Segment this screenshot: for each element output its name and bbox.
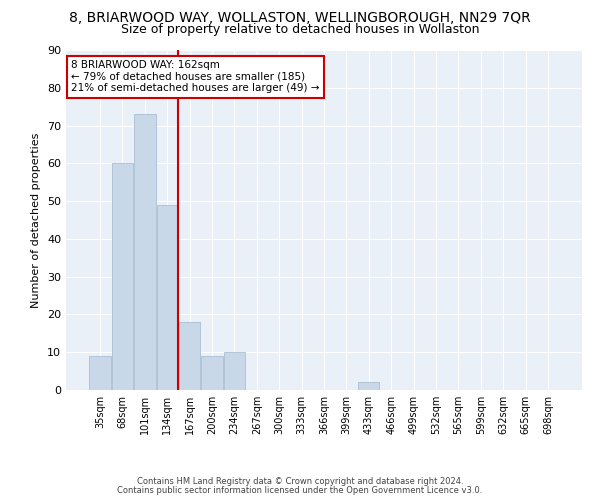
Text: Contains HM Land Registry data © Crown copyright and database right 2024.: Contains HM Land Registry data © Crown c… [137, 477, 463, 486]
Bar [89, 356, 111, 390]
Bar [134, 114, 155, 390]
Bar [202, 356, 223, 390]
Text: 8 BRIARWOOD WAY: 162sqm
← 79% of detached houses are smaller (185)
21% of semi-d: 8 BRIARWOOD WAY: 162sqm ← 79% of detache… [71, 60, 320, 94]
Bar [179, 322, 200, 390]
Bar [157, 205, 178, 390]
Y-axis label: Number of detached properties: Number of detached properties [31, 132, 41, 308]
Bar [224, 352, 245, 390]
Text: Size of property relative to detached houses in Wollaston: Size of property relative to detached ho… [121, 22, 479, 36]
Bar [112, 164, 133, 390]
Text: Contains public sector information licensed under the Open Government Licence v3: Contains public sector information licen… [118, 486, 482, 495]
Text: 8, BRIARWOOD WAY, WOLLASTON, WELLINGBOROUGH, NN29 7QR: 8, BRIARWOOD WAY, WOLLASTON, WELLINGBORO… [69, 11, 531, 25]
Bar [358, 382, 379, 390]
